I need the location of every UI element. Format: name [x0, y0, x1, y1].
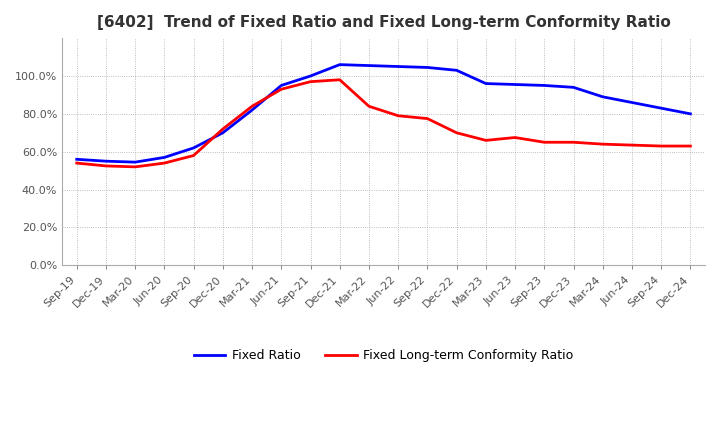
Fixed Ratio [540, 83, 549, 88]
Fixed Ratio [248, 107, 256, 113]
Fixed Long-term Conformity Ratio [540, 139, 549, 145]
Fixed Long-term Conformity Ratio [189, 153, 198, 158]
Fixed Ratio [598, 94, 607, 99]
Fixed Ratio [218, 130, 227, 136]
Fixed Ratio [686, 111, 695, 117]
Fixed Long-term Conformity Ratio [423, 116, 432, 121]
Fixed Long-term Conformity Ratio [218, 126, 227, 132]
Line: Fixed Long-term Conformity Ratio: Fixed Long-term Conformity Ratio [77, 80, 690, 167]
Fixed Ratio [628, 100, 636, 105]
Fixed Ratio [160, 155, 168, 160]
Fixed Long-term Conformity Ratio [394, 113, 402, 118]
Fixed Long-term Conformity Ratio [248, 104, 256, 109]
Fixed Long-term Conformity Ratio [482, 138, 490, 143]
Fixed Long-term Conformity Ratio [131, 164, 140, 169]
Fixed Long-term Conformity Ratio [277, 87, 286, 92]
Fixed Ratio [131, 159, 140, 165]
Fixed Ratio [510, 82, 519, 87]
Fixed Ratio [336, 62, 344, 67]
Fixed Ratio [657, 106, 665, 111]
Fixed Long-term Conformity Ratio [160, 161, 168, 166]
Fixed Long-term Conformity Ratio [306, 79, 315, 84]
Fixed Ratio [306, 73, 315, 79]
Fixed Long-term Conformity Ratio [657, 143, 665, 149]
Fixed Long-term Conformity Ratio [570, 139, 578, 145]
Legend: Fixed Ratio, Fixed Long-term Conformity Ratio: Fixed Ratio, Fixed Long-term Conformity … [189, 344, 578, 367]
Fixed Ratio [570, 85, 578, 90]
Fixed Ratio [102, 158, 110, 164]
Line: Fixed Ratio: Fixed Ratio [77, 65, 690, 162]
Fixed Long-term Conformity Ratio [336, 77, 344, 82]
Fixed Long-term Conformity Ratio [686, 143, 695, 149]
Fixed Long-term Conformity Ratio [452, 130, 461, 136]
Fixed Long-term Conformity Ratio [628, 143, 636, 148]
Fixed Long-term Conformity Ratio [510, 135, 519, 140]
Fixed Ratio [482, 81, 490, 86]
Fixed Long-term Conformity Ratio [598, 142, 607, 147]
Fixed Long-term Conformity Ratio [364, 104, 373, 109]
Fixed Ratio [189, 145, 198, 150]
Fixed Ratio [277, 83, 286, 88]
Fixed Ratio [73, 157, 81, 162]
Fixed Ratio [423, 65, 432, 70]
Fixed Long-term Conformity Ratio [73, 161, 81, 166]
Fixed Ratio [452, 68, 461, 73]
Fixed Ratio [394, 64, 402, 69]
Fixed Ratio [364, 63, 373, 68]
Fixed Long-term Conformity Ratio [102, 163, 110, 169]
Title: [6402]  Trend of Fixed Ratio and Fixed Long-term Conformity Ratio: [6402] Trend of Fixed Ratio and Fixed Lo… [96, 15, 670, 30]
